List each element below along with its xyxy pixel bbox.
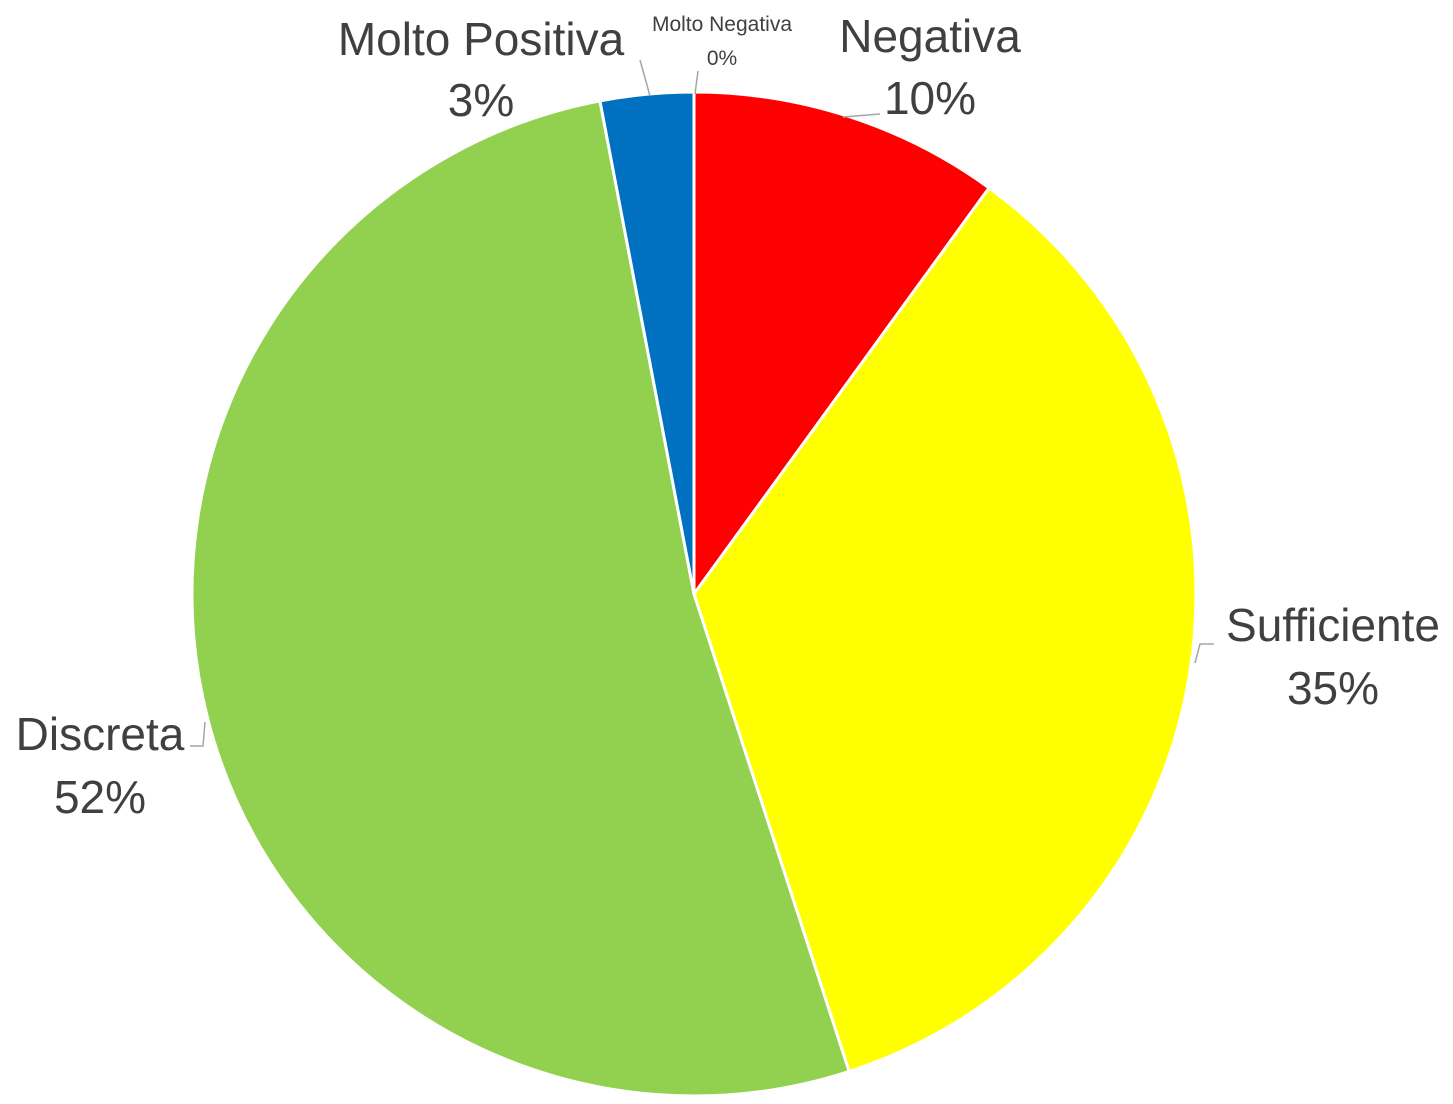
data-label-value-discreta: 52% bbox=[54, 771, 146, 823]
data-label-category-molto-negativa: Molto Negativa bbox=[652, 13, 792, 36]
data-label-value-negativa: 10% bbox=[884, 72, 976, 124]
data-label-category-discreta: Discreta bbox=[16, 708, 185, 760]
data-label-category-sufficiente: Sufficiente bbox=[1226, 599, 1440, 651]
leader-lines bbox=[190, 59, 1214, 747]
data-labels: Molto Negativa 0% Negativa 10% Sufficiente 35… bbox=[16, 10, 1440, 823]
pie-slice-sufficiente bbox=[692, 186, 1198, 1073]
leader-line-molto-positiva bbox=[639, 59, 651, 97]
leader-line-molto-negativa bbox=[694, 70, 699, 95]
leader-line-negativa bbox=[842, 113, 881, 118]
leader-line-sufficiente bbox=[1194, 643, 1214, 664]
leader-line-discreta bbox=[190, 721, 206, 747]
data-label-value-molto-negativa: 0% bbox=[707, 47, 737, 70]
data-label-category-molto-positiva: Molto Positiva bbox=[338, 13, 625, 65]
data-label-value-sufficiente: 35% bbox=[1287, 662, 1379, 714]
pie-slices bbox=[190, 90, 1198, 1098]
data-label-value-molto-positiva: 3% bbox=[448, 74, 514, 126]
data-label-category-negativa: Negativa bbox=[839, 10, 1021, 62]
pie-slice-molto-positiva bbox=[598, 90, 696, 596]
pie-slice-discreta bbox=[190, 99, 851, 1098]
